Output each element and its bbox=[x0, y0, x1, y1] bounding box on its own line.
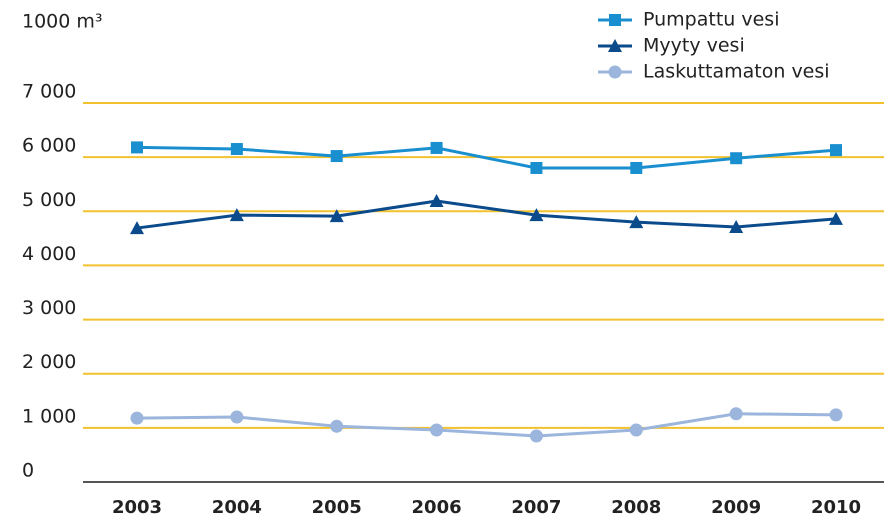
x-tick-label: 2004 bbox=[212, 497, 262, 518]
legend-label: Pumpattu vesi bbox=[643, 9, 779, 31]
x-tick-label: 2005 bbox=[312, 497, 362, 518]
x-tick-label: 2008 bbox=[611, 497, 661, 518]
legend-marker bbox=[608, 65, 622, 79]
marker bbox=[131, 141, 143, 154]
series-line bbox=[136, 412, 837, 438]
marker bbox=[329, 209, 344, 223]
marker bbox=[629, 423, 643, 437]
y-tick-label: 6 000 bbox=[22, 135, 76, 157]
marker bbox=[629, 215, 644, 229]
marker bbox=[330, 150, 343, 163]
marker bbox=[330, 419, 344, 433]
y-tick-label: 7 000 bbox=[22, 81, 76, 103]
y-tick-label: 3 000 bbox=[22, 297, 76, 319]
x-tick-label: 2003 bbox=[112, 497, 162, 518]
series-line bbox=[136, 145, 837, 170]
marker bbox=[829, 408, 843, 422]
marker bbox=[530, 161, 543, 174]
legend-label: Laskuttamaton vesi bbox=[643, 61, 830, 83]
x-tick-label: 2006 bbox=[412, 497, 462, 518]
x-tick-label: 2007 bbox=[511, 497, 561, 518]
marker bbox=[430, 423, 444, 437]
marker bbox=[829, 211, 843, 225]
legend-label: Myyty vesi bbox=[643, 35, 745, 57]
marker bbox=[529, 208, 544, 222]
marker bbox=[229, 208, 244, 222]
series-line bbox=[136, 199, 837, 230]
y-tick-label: 0 bbox=[22, 460, 34, 482]
legend-marker bbox=[609, 14, 621, 26]
marker bbox=[130, 221, 144, 235]
legend-marker bbox=[608, 39, 622, 52]
marker bbox=[729, 407, 743, 421]
y-tick-label: 4 000 bbox=[22, 243, 76, 265]
x-tick-label: 2009 bbox=[711, 497, 761, 518]
marker bbox=[529, 429, 543, 443]
marker bbox=[730, 152, 743, 165]
marker bbox=[429, 193, 444, 207]
marker bbox=[830, 144, 842, 157]
y-tick-label: 2 000 bbox=[22, 351, 76, 373]
x-tick-label: 2010 bbox=[811, 497, 861, 518]
marker bbox=[630, 161, 643, 174]
marker bbox=[230, 143, 243, 156]
marker bbox=[130, 411, 144, 425]
marker bbox=[430, 141, 443, 154]
y-unit: 1000 m³ bbox=[22, 11, 103, 33]
marker bbox=[729, 219, 744, 233]
marker bbox=[230, 410, 244, 424]
y-tick-label: 1 000 bbox=[22, 405, 76, 427]
y-tick-label: 5 000 bbox=[22, 189, 76, 211]
